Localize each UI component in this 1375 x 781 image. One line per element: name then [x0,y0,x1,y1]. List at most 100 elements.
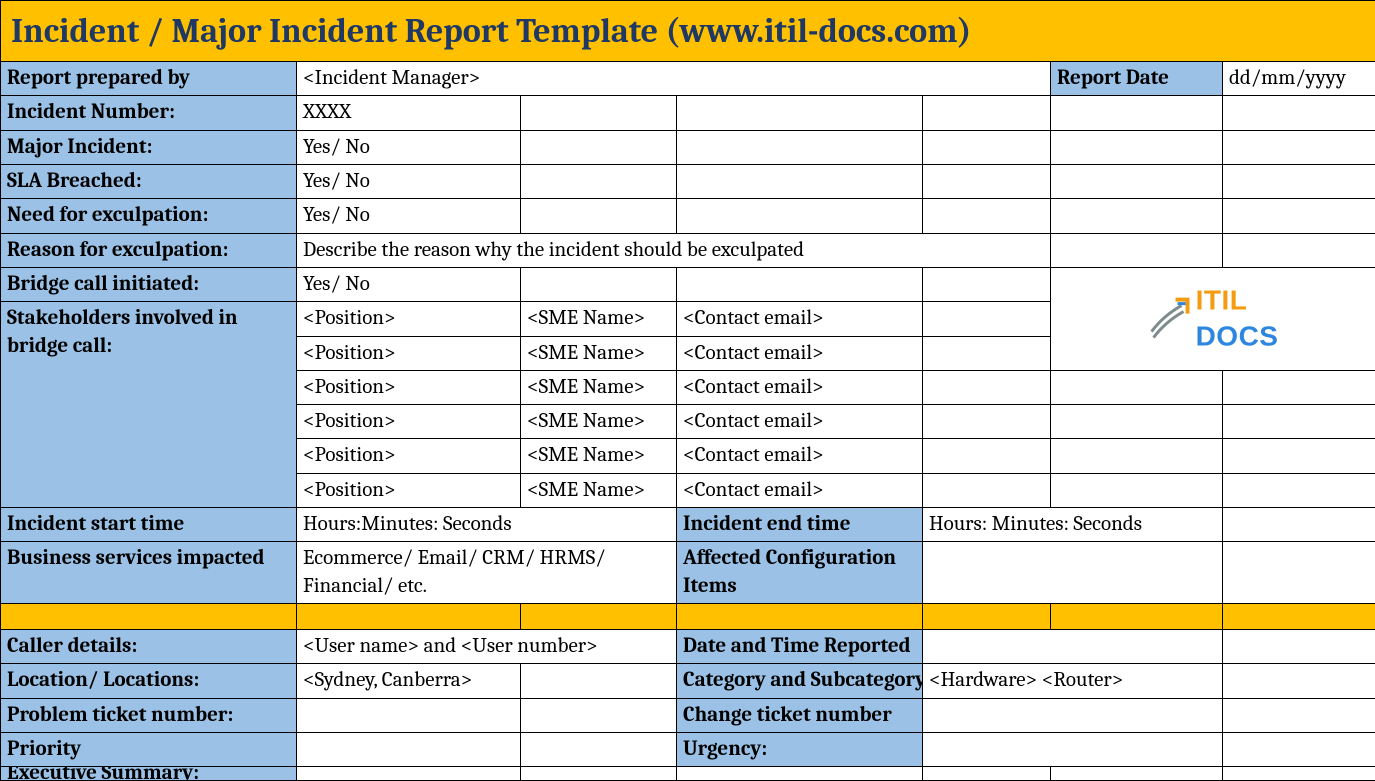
blank-cell [923,473,1051,507]
label-incident-number: Incident Number: [1,96,297,130]
logo-cell: ITIL DOCS [1051,267,1375,370]
blank-cell [1223,370,1375,404]
blank-cell [521,664,677,698]
value-reason-exculpation: Describe the reason why the incident sho… [297,233,1051,267]
blank-cell [1051,165,1223,199]
stakeholder-name: <SME Name> [521,473,677,507]
stakeholder-name: <SME Name> [521,439,677,473]
value-sla-breached: Yes/ No [297,165,521,199]
blank-cell [1223,130,1375,164]
label-reason-exculpation: Reason for exculpation: [1,233,297,267]
blank-cell [1051,405,1223,439]
label-change-ticket: Change ticket number [677,698,923,732]
value-need-exculpation: Yes/ No [297,199,521,233]
value-urgency [923,732,1223,766]
stakeholder-position: <Position> [297,302,521,336]
value-category: <Hardware> <Router> [923,664,1223,698]
value-date-time-reported [923,629,1223,663]
value-incident-start: Hours:Minutes: Seconds [297,508,677,542]
stakeholder-position: <Position> [297,370,521,404]
label-category: Category and Subcategory [677,664,923,698]
logo-text-docs: DOCS [1196,321,1279,352]
stakeholder-name: <SME Name> [521,405,677,439]
blank-cell [1223,664,1375,698]
value-bridge-call: Yes/ No [297,267,521,301]
label-biz-services: Business services impacted [1,542,297,604]
blank-cell [521,732,677,766]
blank-cell [1051,199,1223,233]
label-affected-ci: Affected Configuration Items [677,542,923,604]
blank-cell [297,767,521,781]
stakeholder-email: <Contact email> [677,370,923,404]
label-major-incident: Major Incident: [1,130,297,164]
label-exec-summary: Executive Summary: [1,767,297,781]
stakeholder-name: <SME Name> [521,370,677,404]
blank-cell [1223,698,1375,732]
blank-cell [677,199,923,233]
label-location: Location/ Locations: [1,664,297,698]
blank-cell [1223,199,1375,233]
blank-cell [521,199,677,233]
blank-cell [1223,405,1375,439]
blank-cell [677,165,923,199]
logo-text-itil: ITIL [1196,285,1248,316]
label-priority: Priority [1,732,297,766]
blank-cell [1051,233,1223,267]
incident-report-table: Incident / Major Incident Report Templat… [0,0,1375,781]
label-bridge-call: Bridge call initiated: [1,267,297,301]
stakeholder-email: <Contact email> [677,439,923,473]
blank-cell [1051,473,1223,507]
stakeholder-email: <Contact email> [677,302,923,336]
stakeholder-email: <Contact email> [677,336,923,370]
blank-cell [521,165,677,199]
stakeholder-email: <Contact email> [677,473,923,507]
blank-cell [1051,767,1223,781]
value-priority [297,732,521,766]
separator [1223,603,1375,629]
label-incident-start: Incident start time [1,508,297,542]
value-change-ticket [923,698,1223,732]
report-title: Incident / Major Incident Report Templat… [1,1,1375,62]
blank-cell [1223,542,1375,604]
value-biz-services: Ecommerce/ Email/ CRM/ HRMS/ Financial/ … [297,542,677,604]
separator [1,603,297,629]
value-major-incident: Yes/ No [297,130,521,164]
value-location: <Sydney, Canberra> [297,664,521,698]
separator [923,603,1051,629]
label-sla-breached: SLA Breached: [1,165,297,199]
blank-cell [923,370,1051,404]
logo-swoosh-icon [1148,296,1190,342]
blank-cell [923,165,1051,199]
stakeholder-position: <Position> [297,473,521,507]
blank-cell [521,698,677,732]
blank-cell [677,96,923,130]
label-incident-end: Incident end time [677,508,923,542]
blank-cell [1223,96,1375,130]
blank-cell [677,767,923,781]
value-report-prepared-by: <Incident Manager> [297,62,1051,96]
label-stakeholders: Stakeholders involved in bridge call: [1,302,297,508]
blank-cell [923,96,1051,130]
blank-cell [1051,439,1223,473]
blank-cell [923,767,1051,781]
blank-cell [1223,165,1375,199]
value-problem-ticket [297,698,521,732]
separator [521,603,677,629]
blank-cell [923,199,1051,233]
value-incident-end: Hours: Minutes: Seconds [923,508,1223,542]
blank-cell [677,267,923,301]
blank-cell [923,439,1051,473]
separator [677,603,923,629]
separator [1051,603,1223,629]
blank-cell [521,130,677,164]
blank-cell [1223,439,1375,473]
stakeholder-position: <Position> [297,439,521,473]
blank-cell [923,336,1051,370]
stakeholder-name: <SME Name> [521,336,677,370]
value-caller-details: <User name> and <User number> [297,629,677,663]
blank-cell [1051,130,1223,164]
blank-cell [923,267,1051,301]
blank-cell [923,405,1051,439]
blank-cell [1051,370,1223,404]
blank-cell [1051,96,1223,130]
